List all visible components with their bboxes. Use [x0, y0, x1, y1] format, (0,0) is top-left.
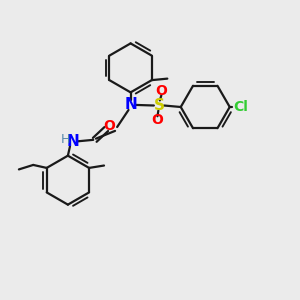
Text: O: O: [103, 119, 115, 134]
Text: O: O: [152, 113, 164, 128]
Text: N: N: [124, 98, 137, 112]
Text: N: N: [67, 134, 80, 149]
Text: S: S: [154, 98, 164, 113]
Text: O: O: [155, 84, 167, 98]
Text: Cl: Cl: [234, 100, 248, 114]
Text: H: H: [61, 133, 70, 146]
